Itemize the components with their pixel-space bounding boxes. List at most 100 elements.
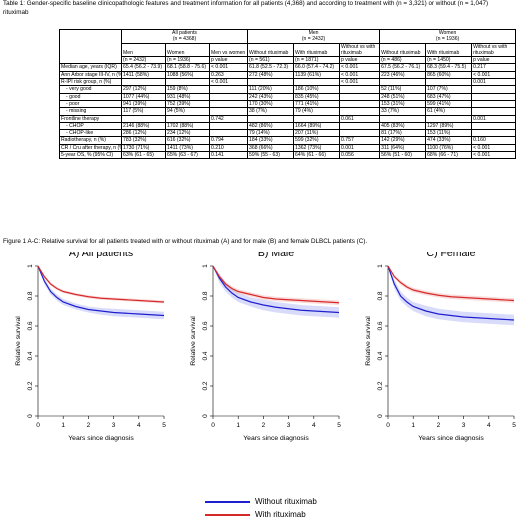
table-cell: 63% (61 - 65) <box>121 151 166 160</box>
table-cell: 68.3 (59.4 - 75.5) <box>425 63 473 72</box>
table-cell <box>208 99 249 109</box>
x-tick-label: 1 <box>411 422 415 429</box>
table-cell <box>471 85 517 94</box>
column-count: (n = 1936) <box>165 56 210 65</box>
y-axis-label: Relative survival <box>15 316 22 366</box>
row-label: - CHOP-like <box>59 129 122 138</box>
table-cell: 286 (12%) <box>121 129 166 138</box>
table-caption: Table 1: Gender-specific baseline clinic… <box>3 0 489 16</box>
x-tick-label: 3 <box>287 422 291 429</box>
figure-caption: Figure 1 A-C: Relative survival for all … <box>3 238 368 245</box>
table-cell <box>293 114 341 123</box>
x-tick-label: 5 <box>337 422 341 429</box>
table-cell: < 0.001 <box>339 63 381 72</box>
table-cell: 79 (4%) <box>293 107 341 116</box>
series-line-with <box>387 265 515 302</box>
y-tick-label: 1 <box>377 264 384 268</box>
column-header: Without rituximab <box>247 42 295 58</box>
table-cell: < 0.001 <box>339 70 381 80</box>
table-group-header-row: All patients (n = 4368) Men (n = 2432) Wom… <box>59 28 517 65</box>
table-cell: 153 (11%) <box>425 129 473 138</box>
table-cell <box>471 129 517 138</box>
table-cell: 0.217 <box>471 63 517 72</box>
y-tick-label: 1 <box>202 264 209 268</box>
group-header-women: Women (n = 1936) <box>379 29 517 44</box>
table-cell <box>121 114 166 123</box>
column-header: With rituximab <box>425 42 473 58</box>
table-cell: 79 (14%) <box>247 129 295 138</box>
legend-item-with: With rituximab <box>205 509 405 519</box>
column-header: Men <box>121 42 166 58</box>
table-row: CR / Cru after therapy, n (%) 1730 (71%) 1… <box>59 143 517 153</box>
series-line-with <box>212 265 340 304</box>
legend-label-with: With rituximab <box>255 510 306 519</box>
x-tick-label: 1 <box>236 422 240 429</box>
group-header-label: Women <box>438 30 457 36</box>
table-row: R-IPI risk group, n (%) < 0.001 < 0.001 0.0… <box>59 78 517 87</box>
column-count: (n = 1450) <box>425 56 473 65</box>
x-tick-label: 5 <box>162 422 166 429</box>
x-tick-label: 0 <box>36 422 40 429</box>
table-cell: 38 (7%) <box>247 107 295 116</box>
table-cell <box>165 114 210 123</box>
x-tick-label: 3 <box>112 422 116 429</box>
y-tick-label: 0.4 <box>202 351 209 360</box>
series-line-without <box>37 265 165 317</box>
table-cell: 368 (66%) <box>247 143 295 153</box>
x-tick-label: 5 <box>512 422 516 429</box>
row-label: - very good <box>59 85 122 94</box>
table-cell <box>339 92 381 101</box>
table-cell: < 0.001 <box>471 151 517 160</box>
table-cell: < 0.001 <box>339 78 381 87</box>
confidence-band-with <box>38 266 164 304</box>
group-header-count: (n = 2432) <box>301 36 326 43</box>
table-cell: 1297 (89%) <box>425 121 473 131</box>
x-axis-label: Years since diagnosis <box>243 435 309 442</box>
y-tick-label: 0.8 <box>202 291 209 300</box>
row-label: - missing <box>59 107 122 116</box>
column-count: p value <box>471 56 517 65</box>
table-row: Radiotherapy, n (%) 783 (32%) 616 (32%) 0.7… <box>59 136 517 145</box>
table-cell: 931 (48%) <box>165 92 210 101</box>
table-cell: 1077 (44%) <box>121 92 166 101</box>
table-cell: 482 (86%) <box>247 121 295 131</box>
row-label: 5-year OS, % (95% CI) <box>59 151 122 160</box>
column-count: p value <box>339 56 381 65</box>
table-cell: 0.056 <box>339 151 381 160</box>
table-subheader-row: Men Women Men vs women Without rituximab Wit… <box>60 42 517 58</box>
table-row: - very good 297 (12%) 159 (8%) 111 (20%) 186… <box>59 85 517 94</box>
column-header: Without rituximab <box>379 42 427 58</box>
column-count: (n = 2432) <box>121 56 166 65</box>
table-cell: 599 (41%) <box>425 99 473 109</box>
table-cell: 170 (30%) <box>247 99 295 109</box>
x-tick-label: 1 <box>61 422 65 429</box>
chart-title: B) Male <box>258 252 294 259</box>
table-cell: 153 (31%) <box>379 99 427 109</box>
y-tick-label: 0.6 <box>27 321 34 330</box>
table-cell <box>121 78 166 87</box>
table-cell: 0.742 <box>208 114 249 123</box>
table-cell: < 0.001 <box>471 143 517 153</box>
table-cell: 297 (12%) <box>121 85 166 94</box>
table-cell: 1139 (61%) <box>293 70 341 80</box>
group-header-label: Men <box>308 30 319 36</box>
table-body: All patients (n = 4368) Men (n = 2432) Wom… <box>59 28 517 160</box>
confidence-band-without <box>213 266 339 318</box>
column-count: (n = 561) <box>247 56 295 65</box>
table-cell: 474 (33%) <box>425 136 473 145</box>
table-cell: 65% (63 - 67) <box>165 151 210 160</box>
table-cell: 52 (11%) <box>379 85 427 94</box>
table-cell: 142 (29%) <box>379 136 427 145</box>
table-cell: 186 (10%) <box>293 85 341 94</box>
group-header-count: (n = 1936) <box>435 36 460 43</box>
legend-swatch-without <box>205 501 250 503</box>
table-cell: 0.757 <box>339 136 381 145</box>
table-row: Ann Arbor stage III-IV, n (%) 1411 (58%) 1… <box>59 70 517 80</box>
table-cell: 68.1 (58.8 - 75.6) <box>165 63 210 72</box>
table-cell <box>208 121 249 131</box>
row-label: Ann Arbor stage III-IV, n (%) <box>59 70 122 80</box>
table-cell: 835 (45%) <box>293 92 341 101</box>
row-label: - good <box>59 92 122 101</box>
table-cell: 59% (55 - 63) <box>247 151 295 160</box>
table-cell: 65.4 (56.2 - 73.9) <box>121 63 166 72</box>
